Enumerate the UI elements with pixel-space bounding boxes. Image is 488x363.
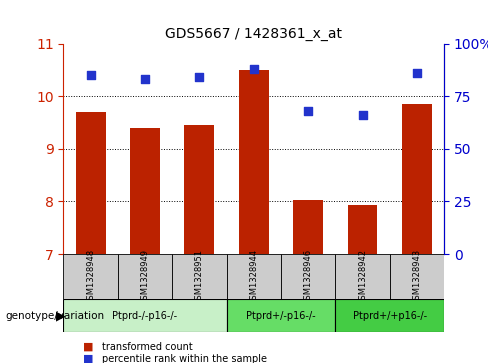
Bar [293, 200, 323, 254]
Text: GSM1328942: GSM1328942 [358, 249, 367, 305]
Text: ■: ■ [83, 354, 94, 363]
Text: genotype/variation: genotype/variation [5, 311, 104, 321]
Point [87, 72, 95, 78]
Bar [63, 299, 226, 332]
Bar [239, 70, 269, 254]
Point [304, 108, 312, 114]
Point [413, 70, 421, 76]
Text: Ptprd+/-p16-/-: Ptprd+/-p16-/- [246, 311, 316, 321]
Bar [130, 128, 160, 254]
Text: GSM1328943: GSM1328943 [412, 249, 422, 305]
Text: GSM1328951: GSM1328951 [195, 249, 204, 305]
Bar [76, 112, 105, 254]
Bar [281, 254, 335, 299]
Text: percentile rank within the sample: percentile rank within the sample [102, 354, 267, 363]
Bar [63, 254, 118, 299]
Point [359, 112, 366, 118]
Text: GSM1328948: GSM1328948 [86, 249, 95, 305]
Bar [118, 254, 172, 299]
Text: GSM1328949: GSM1328949 [141, 249, 149, 305]
Text: Ptprd+/+p16-/-: Ptprd+/+p16-/- [353, 311, 427, 321]
Text: Ptprd-/-p16-/-: Ptprd-/-p16-/- [112, 311, 178, 321]
Text: ■: ■ [83, 342, 94, 352]
Title: GDS5667 / 1428361_x_at: GDS5667 / 1428361_x_at [165, 27, 342, 41]
Text: transformed count: transformed count [102, 342, 193, 352]
Bar [226, 254, 281, 299]
Bar [335, 299, 444, 332]
Bar [335, 254, 390, 299]
Text: ▶: ▶ [56, 309, 66, 322]
Text: GSM1328946: GSM1328946 [304, 249, 313, 305]
Bar [390, 254, 444, 299]
Bar [172, 254, 226, 299]
Bar [402, 104, 432, 254]
Bar [226, 299, 335, 332]
Point [141, 77, 149, 82]
Bar [347, 205, 378, 254]
Bar [184, 125, 214, 254]
Text: GSM1328944: GSM1328944 [249, 249, 258, 305]
Point [250, 66, 258, 72]
Point [196, 74, 203, 80]
